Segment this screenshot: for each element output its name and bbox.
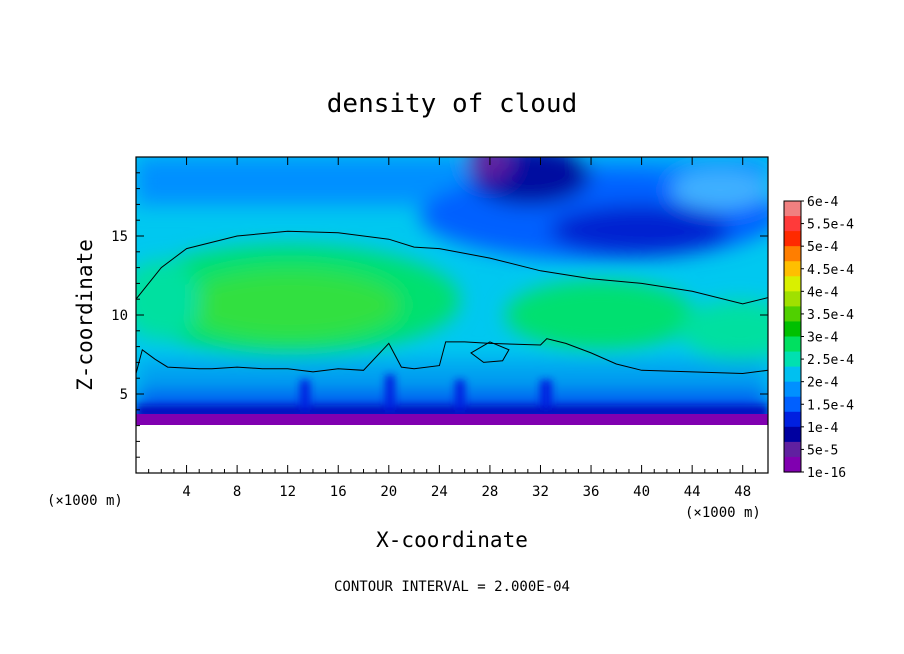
colorbar-label: 3e-4 (807, 331, 838, 346)
x-unit-right: (×1000 m) (685, 505, 761, 521)
x-tick-label: 24 (431, 484, 448, 500)
x-axis-title: X-coordinate (376, 528, 528, 552)
colorbar-swatch (784, 231, 801, 247)
colorbar-swatch (784, 456, 801, 473)
x-tick-label: 48 (734, 484, 751, 500)
y-tick-label: 15 (111, 229, 128, 245)
x-tick-label: 36 (583, 484, 600, 500)
y-axis-title: Z-coordinate (73, 239, 97, 391)
colorbar-swatch (784, 411, 801, 428)
x-tick-label: 20 (380, 484, 397, 500)
colorbar-label: 2.5e-4 (807, 353, 854, 368)
y-tick-label: 10 (111, 308, 128, 324)
colorbar-label: 4.5e-4 (807, 263, 854, 278)
colorbar: 6e-4 5.5e-4 5e-4 4.5e-4 4e-4 3.5e-4 3e-4 2.5e-4… (784, 195, 854, 481)
density-field (136, 157, 768, 473)
contour-line-upper (136, 230, 768, 305)
colorbar-label: 5e-5 (807, 443, 838, 458)
colorbar-label: 1e-16 (807, 466, 846, 481)
x-axis: 4 8 12 16 20 24 28 32 36 40 44 48 (148, 157, 756, 500)
colorbar-swatch (784, 336, 801, 353)
x-tick-label: 12 (279, 484, 296, 500)
colorbar-label: 3.5e-4 (807, 308, 854, 323)
x-tick-label: 40 (633, 484, 650, 500)
colorbar-frame (783, 200, 802, 473)
colorbar-swatch (784, 381, 801, 398)
x-tick-label: 28 (481, 484, 498, 500)
colorbar-swatch (784, 366, 801, 383)
x-tick-label: 32 (532, 484, 549, 500)
x-tick-label: 44 (684, 484, 701, 500)
y-tick-label: 5 (120, 387, 128, 403)
colorbar-label: 4e-4 (807, 285, 838, 300)
contour-interval-note: CONTOUR INTERVAL = 2.000E-04 (334, 579, 570, 595)
x-tick-label: 4 (182, 484, 190, 500)
chart-title: density of cloud (327, 89, 577, 119)
y-axis: 5 10 15 (111, 172, 768, 458)
contour-line-closed (470, 341, 510, 363)
x-tick-label: 8 (233, 484, 241, 500)
contour-line-lower (136, 338, 768, 375)
colorbar-swatch (784, 351, 801, 368)
x-tick-label: 16 (330, 484, 347, 500)
colorbar-label: 1.5e-4 (807, 398, 854, 413)
colorbar-swatch (784, 246, 801, 262)
colorbar-swatch (784, 276, 801, 292)
colorbar-swatch (784, 396, 801, 413)
colorbar-swatch (784, 321, 801, 338)
colorbar-label: 1e-4 (807, 421, 838, 436)
colorbar-swatch (784, 306, 801, 323)
colorbar-swatch (784, 441, 801, 458)
colorbar-swatch (784, 261, 801, 277)
colorbar-swatch (784, 201, 801, 217)
colorbar-label: 2e-4 (807, 376, 838, 391)
colorbar-swatch (784, 216, 801, 232)
colorbar-swatch (784, 291, 801, 307)
x-unit-left: (×1000 m) (47, 493, 123, 509)
colorbar-swatch (784, 426, 801, 443)
colorbar-label: 6e-4 (807, 195, 838, 210)
colorbar-label: 5e-4 (807, 240, 838, 255)
colorbar-label: 5.5e-4 (807, 218, 854, 233)
